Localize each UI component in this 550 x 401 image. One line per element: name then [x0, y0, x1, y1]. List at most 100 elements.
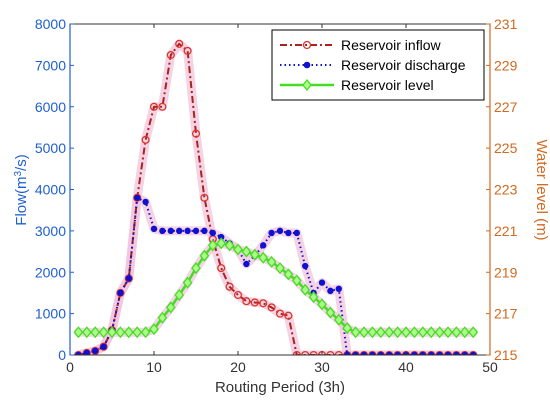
y-right-tick-label: 217	[494, 306, 518, 322]
data-point-reservoir-discharge	[461, 351, 468, 355]
data-point-reservoir-discharge	[75, 351, 82, 355]
data-point-reservoir-inflow	[435, 350, 444, 355]
data-point-reservoir-level	[417, 326, 428, 339]
data-point-reservoir-discharge	[394, 351, 401, 355]
data-point-reservoir-level	[392, 326, 403, 339]
legend-label-inflow: Reservoir inflow	[341, 37, 441, 53]
data-point-reservoir-level	[73, 326, 84, 339]
data-point-reservoir-inflow	[74, 350, 83, 355]
data-point-reservoir-level	[123, 326, 134, 339]
legend: Reservoir inflow Reservoir discharge Res…	[271, 29, 485, 101]
data-point-reservoir-level	[266, 255, 277, 268]
y-right-tick-label: 221	[494, 223, 518, 239]
data-point-reservoir-level	[165, 301, 176, 314]
data-point-reservoir-inflow	[452, 350, 461, 355]
data-point-reservoir-discharge	[428, 351, 435, 355]
data-point-reservoir-level	[174, 288, 185, 302]
data-point-reservoir-discharge	[83, 349, 90, 355]
data-point-reservoir-discharge	[142, 198, 149, 206]
data-point-reservoir-discharge	[209, 229, 216, 237]
data-point-reservoir-level	[241, 245, 252, 258]
data-point-reservoir-inflow	[166, 50, 175, 60]
data-point-reservoir-discharge	[243, 260, 250, 268]
legend-marker-inflow	[302, 40, 312, 50]
data-point-reservoir-discharge	[444, 351, 452, 355]
data-point-reservoir-level	[317, 298, 327, 311]
data-point-reservoir-inflow	[460, 350, 469, 355]
data-point-reservoir-discharge	[470, 351, 477, 355]
data-point-reservoir-inflow	[242, 297, 251, 306]
y-left-tick-label: 1000	[35, 306, 66, 322]
data-point-reservoir-inflow	[259, 299, 268, 308]
data-point-reservoir-level	[90, 326, 101, 339]
data-point-reservoir-level	[107, 326, 117, 339]
data-point-reservoir-discharge	[335, 285, 342, 292]
y-right-tick-label: 219	[494, 264, 518, 280]
data-point-reservoir-discharge	[318, 279, 326, 286]
data-point-reservoir-level	[258, 251, 269, 264]
data-point-reservoir-discharge	[360, 351, 368, 355]
data-point-reservoir-level	[191, 262, 201, 275]
data-point-reservoir-inflow	[250, 298, 259, 307]
data-point-reservoir-inflow	[284, 311, 293, 320]
data-point-reservoir-level	[249, 248, 260, 261]
data-point-reservoir-inflow	[292, 350, 301, 355]
data-point-reservoir-inflow	[217, 264, 226, 273]
y-left-tick-label: 2000	[35, 264, 66, 280]
data-point-reservoir-discharge	[117, 289, 124, 297]
data-point-reservoir-level	[291, 274, 302, 287]
data-point-reservoir-level	[350, 326, 361, 339]
data-point-reservoir-level	[367, 326, 378, 339]
data-point-reservoir-level	[359, 326, 369, 339]
y-right-tick-label: 231	[494, 16, 518, 32]
x-tick-label: 0	[66, 359, 74, 375]
data-point-reservoir-level	[182, 276, 193, 289]
data-point-reservoir-discharge	[218, 233, 225, 241]
data-point-reservoir-discharge	[268, 229, 275, 237]
data-point-reservoir-level	[375, 326, 386, 339]
data-point-reservoir-inflow	[368, 350, 377, 355]
data-point-reservoir-inflow	[301, 350, 310, 355]
data-point-reservoir-inflow	[393, 350, 402, 355]
data-point-reservoir-inflow	[158, 102, 167, 111]
y-right-tick-label: 225	[494, 140, 518, 156]
data-point-reservoir-level	[275, 262, 285, 275]
data-point-reservoir-discharge	[92, 347, 99, 355]
x-tick-label: 30	[314, 359, 330, 375]
data-point-reservoir-inflow	[200, 193, 209, 202]
data-point-reservoir-discharge	[377, 351, 384, 355]
legend-entry-level: Reservoir level	[280, 77, 434, 93]
data-point-reservoir-level	[443, 326, 453, 339]
data-point-reservoir-level	[216, 237, 227, 250]
data-point-reservoir-inflow	[376, 350, 385, 355]
data-point-reservoir-level	[308, 291, 319, 304]
data-point-reservoir-level	[149, 323, 159, 336]
data-point-reservoir-inflow	[116, 288, 125, 297]
x-tick-label: 50	[482, 359, 498, 375]
data-point-reservoir-inflow	[99, 342, 108, 351]
data-point-reservoir-inflow	[275, 309, 285, 318]
data-point-reservoir-level	[451, 326, 462, 339]
data-point-reservoir-level	[434, 326, 445, 339]
data-point-reservoir-inflow	[233, 290, 243, 300]
legend-label-level: Reservoir level	[341, 77, 434, 93]
data-point-reservoir-level	[224, 239, 235, 252]
legend-marker-level	[302, 78, 312, 92]
y-left-axis-title: Flow(m3/s)	[13, 154, 31, 225]
data-point-reservoir-inflow	[149, 102, 159, 111]
y-left-tick-label: 8000	[35, 16, 66, 32]
data-point-reservoir-discharge	[293, 229, 300, 237]
data-point-reservoir-inflow	[133, 193, 142, 202]
legend-marker-discharge	[303, 61, 311, 69]
data-point-reservoir-level	[459, 326, 470, 339]
data-point-reservoir-level	[384, 326, 395, 339]
y-right-tick-label: 229	[494, 57, 518, 73]
data-point-reservoir-level	[468, 326, 479, 339]
data-point-reservoir-level	[140, 326, 151, 339]
data-point-reservoir-inflow	[225, 282, 234, 291]
legend-entry-inflow: Reservoir inflow	[280, 37, 441, 53]
data-point-reservoir-discharge	[276, 227, 284, 235]
data-point-reservoir-discharge	[201, 227, 208, 235]
data-point-reservoir-discharge	[176, 227, 183, 235]
data-point-reservoir-inflow	[326, 350, 335, 355]
